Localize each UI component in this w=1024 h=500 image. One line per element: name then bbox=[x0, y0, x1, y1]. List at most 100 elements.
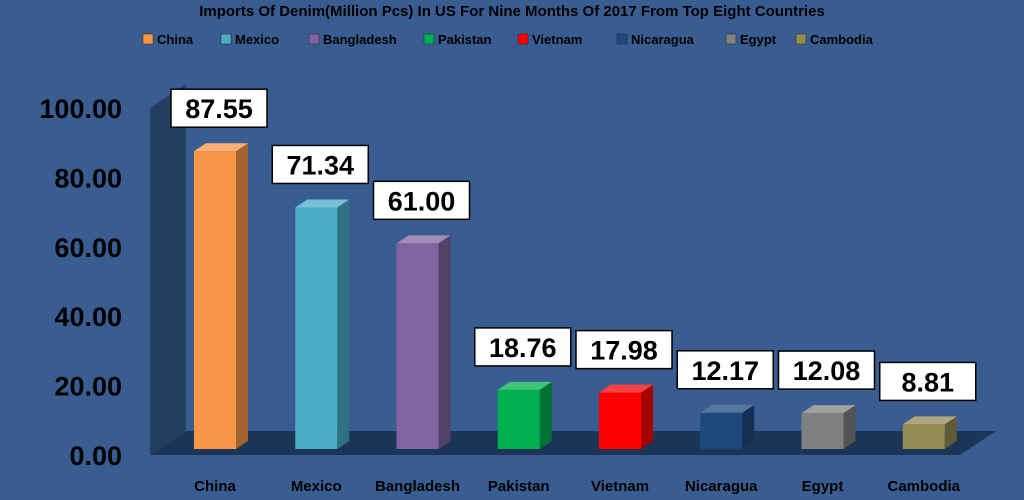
bar-top bbox=[599, 384, 653, 393]
x-tick-label: Bangladesh bbox=[375, 478, 460, 495]
bars bbox=[194, 143, 957, 449]
bar-front bbox=[700, 412, 743, 449]
x-tick-label: Cambodia bbox=[887, 478, 960, 495]
y-tick-label: 20.00 bbox=[54, 372, 122, 402]
bar-side bbox=[539, 381, 552, 449]
x-tick-label: Vietnam bbox=[591, 478, 649, 495]
data-label-box bbox=[271, 144, 369, 185]
x-tick-label: Pakistan bbox=[488, 478, 550, 495]
bar-front bbox=[599, 392, 641, 449]
y-tick-label: 100.00 bbox=[39, 94, 122, 124]
data-label-box bbox=[777, 350, 876, 390]
legend-swatch bbox=[142, 33, 154, 45]
bar-mexico bbox=[295, 199, 350, 449]
bar-top bbox=[801, 405, 856, 414]
bar-front bbox=[194, 151, 236, 449]
data-label-box bbox=[474, 327, 572, 367]
bar-side bbox=[337, 199, 350, 449]
data-label: 87.55 bbox=[170, 88, 268, 128]
data-label: 17.98 bbox=[575, 329, 673, 370]
data-label-box bbox=[676, 350, 774, 390]
bar-top bbox=[902, 416, 957, 425]
data-label-value: 87.55 bbox=[185, 94, 253, 124]
bar-top bbox=[700, 404, 755, 413]
x-tick-label: Mexico bbox=[291, 478, 342, 495]
bar-top bbox=[194, 143, 248, 152]
bar-side bbox=[843, 405, 856, 449]
bar-front bbox=[801, 413, 844, 449]
legend-item-cambodia: Cambodia bbox=[795, 32, 874, 47]
legend-swatch bbox=[795, 33, 807, 45]
data-label-value: 12.17 bbox=[691, 356, 759, 386]
bar-side bbox=[742, 404, 755, 449]
data-label-value: 8.81 bbox=[901, 367, 954, 397]
data-label-box bbox=[372, 180, 471, 221]
y-tick-label: 40.00 bbox=[54, 302, 122, 332]
legend: China Mexico Bangladesh Pakistan Vietnam Nica… bbox=[142, 32, 874, 47]
legend-label: Nicaragua bbox=[631, 32, 695, 47]
x-tick-label: Egypt bbox=[802, 478, 844, 495]
legend-label: Pakistan bbox=[438, 32, 492, 47]
data-label: 18.76 bbox=[474, 327, 572, 367]
data-label: 61.00 bbox=[372, 180, 471, 221]
data-label-value: 12.08 bbox=[793, 356, 861, 386]
data-label-box bbox=[170, 88, 268, 128]
legend-item-egypt: Egypt bbox=[725, 32, 777, 47]
legend-item-mexico: Mexico bbox=[220, 32, 279, 47]
legend-swatch bbox=[616, 33, 628, 45]
legend-swatch bbox=[308, 33, 320, 45]
chart-title: Imports Of Denim(Million Pcs) In US For … bbox=[199, 3, 825, 20]
legend-label: Egypt bbox=[740, 32, 777, 47]
bar-china bbox=[194, 143, 248, 449]
axes: 0.00 20.00 40.00 60.00 80.00 100.00 China Mexic… bbox=[39, 84, 996, 495]
back-wall bbox=[150, 84, 186, 455]
legend-label: Vietnam bbox=[532, 32, 582, 47]
bar-front bbox=[902, 424, 945, 449]
data-label: 8.81 bbox=[879, 361, 977, 402]
legend-swatch bbox=[725, 33, 737, 45]
bar-egypt bbox=[801, 405, 856, 449]
bar-cambodia bbox=[902, 416, 957, 449]
y-tick-label: 0.00 bbox=[69, 441, 122, 471]
data-label-box bbox=[575, 329, 673, 370]
legend-label: Mexico bbox=[235, 32, 279, 47]
legend-item-vietnam: Vietnam bbox=[517, 32, 582, 47]
bar-front bbox=[497, 389, 540, 449]
legend-label: Bangladesh bbox=[323, 32, 397, 47]
data-label-value: 61.00 bbox=[388, 186, 456, 216]
bar-front bbox=[396, 243, 439, 449]
x-tick-label: China bbox=[194, 478, 236, 495]
x-tick-label: Nicaragua bbox=[685, 478, 758, 495]
bar-top bbox=[497, 381, 552, 390]
bar-side bbox=[641, 384, 653, 449]
legend-item-bangladesh: Bangladesh bbox=[308, 32, 397, 47]
bar-side bbox=[944, 416, 957, 449]
legend-swatch bbox=[220, 33, 232, 45]
bar-front bbox=[295, 207, 338, 449]
legend-swatch bbox=[423, 33, 435, 45]
bar-top bbox=[295, 199, 350, 208]
data-label: 71.34 bbox=[271, 144, 369, 185]
bar-vietnam bbox=[599, 384, 653, 449]
y-tick-label: 80.00 bbox=[54, 163, 122, 193]
legend-label: China bbox=[157, 32, 194, 47]
floor bbox=[150, 431, 996, 455]
data-label-value: 17.98 bbox=[590, 336, 658, 366]
y-tick-label: 60.00 bbox=[54, 233, 122, 263]
data-label: 12.08 bbox=[777, 350, 876, 390]
data-label-value: 71.34 bbox=[286, 150, 354, 180]
bar-bangladesh bbox=[396, 235, 451, 449]
data-label-box bbox=[879, 361, 977, 402]
bar-side bbox=[438, 235, 451, 449]
data-label: 12.17 bbox=[676, 350, 774, 390]
data-labels: 87.55 71.34 61.00 18.76 17.98 12.17 12.08 8.81 bbox=[170, 88, 977, 402]
bar-nicaragua bbox=[700, 404, 755, 449]
legend-swatch bbox=[517, 33, 529, 45]
legend-label: Cambodia bbox=[810, 32, 874, 47]
bar-top bbox=[396, 235, 451, 244]
bar-pakistan bbox=[497, 381, 552, 449]
data-label-value: 18.76 bbox=[489, 333, 557, 363]
bar-side bbox=[236, 143, 248, 449]
legend-item-china: China bbox=[142, 32, 194, 47]
